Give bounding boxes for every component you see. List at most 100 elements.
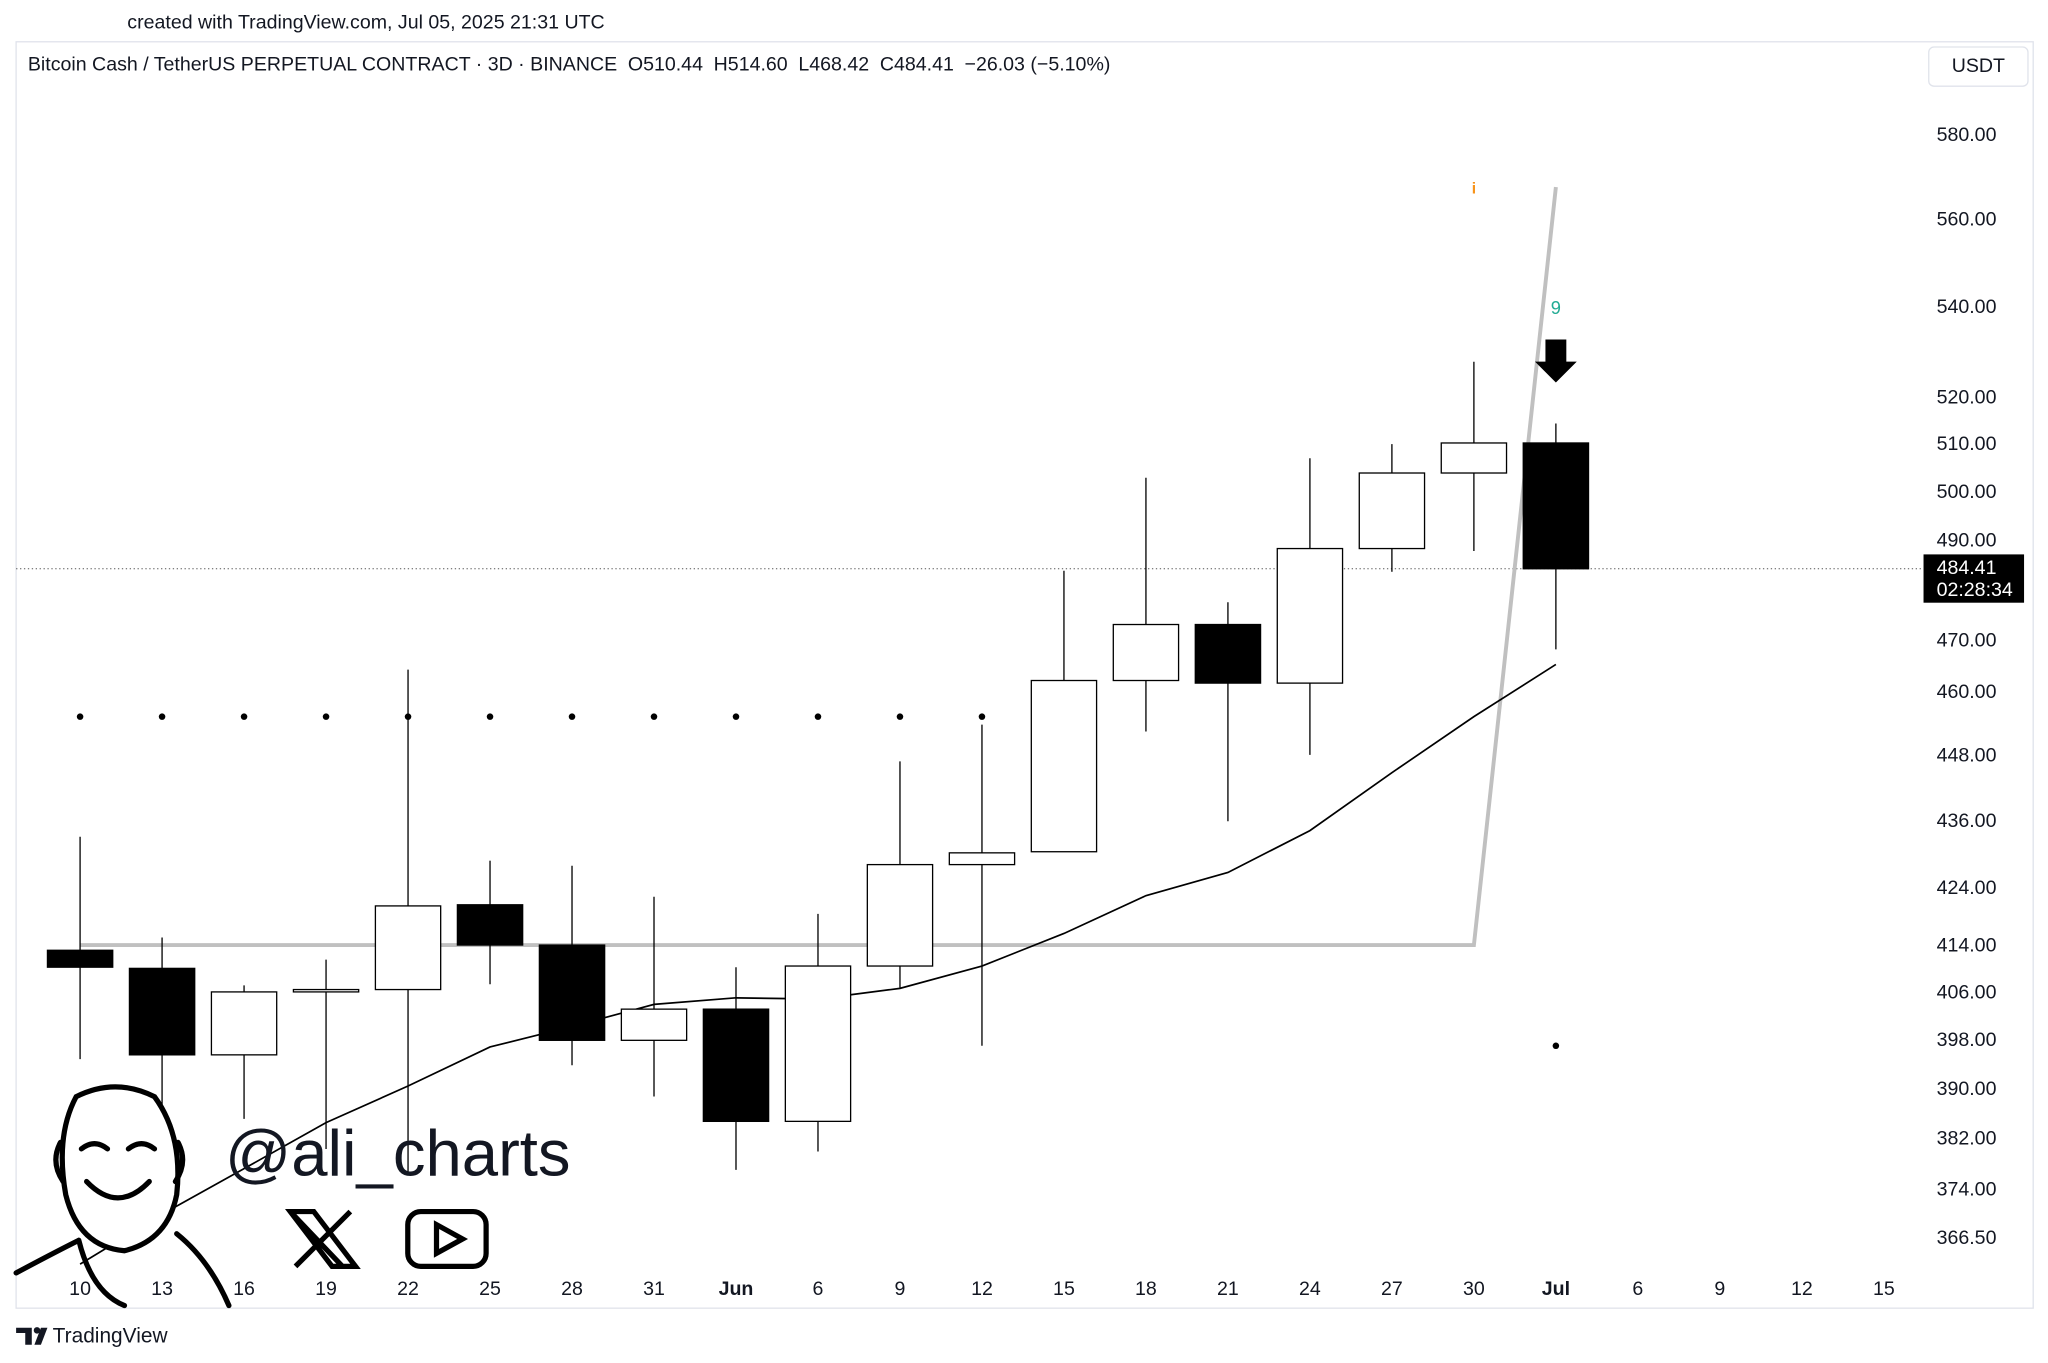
y-tick-label: 460.00 [1937, 681, 1997, 703]
ohlc-change: −26.03 (−5.10%) [965, 53, 1111, 75]
y-tick-label: 414.00 [1937, 934, 1997, 956]
ohlc-close: C484.41 [880, 53, 954, 75]
stop-dot [1552, 1042, 1560, 1050]
y-tick-label: 560.00 [1937, 208, 1997, 230]
x-tick-label: 6 [813, 1278, 824, 1300]
stop-dot [650, 713, 658, 720]
attribution: created with TradingView.com, Jul 05, 20… [127, 12, 604, 34]
ohlc-low: L468.42 [798, 53, 869, 75]
y-tick-label: 382.00 [1937, 1128, 1997, 1150]
y-tick-label: 448.00 [1937, 745, 1997, 767]
chart-frame [15, 41, 2034, 1309]
youtube-logo [405, 1208, 489, 1269]
candle-body [1440, 442, 1508, 474]
y-tick-label: 436.00 [1937, 810, 1997, 832]
ohlc-high: H514.60 [714, 53, 788, 75]
brand: TradingView [53, 1324, 169, 1347]
x-tick-label: 19 [315, 1278, 337, 1300]
y-tick-label: 398.00 [1937, 1029, 1997, 1051]
candle-body [292, 988, 360, 993]
x-tick-label: 25 [479, 1278, 501, 1300]
price-tag [1923, 554, 2025, 603]
countdown: 02:28:34 [1937, 579, 2013, 601]
x-tick-label: Jun [719, 1278, 754, 1300]
y-tick-label: 406.00 [1937, 981, 1997, 1003]
y-tick-label: 520.00 [1937, 387, 1997, 409]
x-tick-label: 16 [233, 1278, 255, 1300]
x-tick-label: Jul [1542, 1278, 1570, 1300]
x-tick-label: 15 [1053, 1278, 1075, 1300]
signal-label: 9 [1551, 297, 1561, 318]
candle-body [620, 1008, 688, 1041]
symbol-header: Bitcoin Cash / TetherUS PERPETUAL CONTRA… [28, 53, 1111, 75]
x-tick-label: 10 [69, 1278, 91, 1300]
y-tick-label: 470.00 [1937, 630, 1997, 652]
candle-body [538, 944, 606, 1041]
y-tick-label: 390.00 [1937, 1078, 1997, 1100]
stop-dot [978, 713, 986, 720]
candle-body [1194, 623, 1262, 684]
candle-body [46, 949, 114, 968]
stop-dot [896, 713, 904, 720]
x-tick-label: 22 [397, 1278, 419, 1300]
stop-dot [322, 713, 330, 720]
watermark-face [13, 1084, 232, 1309]
candle-body [128, 967, 196, 1056]
x-tick-label: 30 [1463, 1278, 1485, 1300]
y-tick-label: 580.00 [1937, 124, 1997, 146]
candle-body [866, 863, 934, 967]
stop-dot [404, 713, 412, 720]
candle-body [948, 852, 1016, 866]
y-tick-label: 510.00 [1937, 433, 1997, 455]
currency[interactable]: USDT [1952, 55, 2005, 77]
watermark: @ali_charts [225, 1116, 571, 1189]
signal-arrow [1534, 339, 1577, 383]
candle-body [1276, 547, 1344, 684]
stop-dot [76, 713, 84, 720]
x-tick-label: 13 [151, 1278, 173, 1300]
x-tick-label: 24 [1299, 1278, 1321, 1300]
x-tick-label: 9 [895, 1278, 906, 1300]
y-tick-label: 490.00 [1937, 529, 1997, 551]
info-mark: i [1472, 180, 1476, 197]
candle-body [1358, 472, 1426, 550]
stop-dot [814, 713, 822, 720]
candle-body [1522, 442, 1590, 570]
ohlc-open: O510.44 [628, 53, 703, 75]
y-tick-label: 540.00 [1937, 296, 1997, 318]
candle-body [374, 905, 442, 991]
stop-dot [486, 713, 494, 720]
candle-body [1112, 623, 1180, 682]
y-tick-label: 500.00 [1937, 481, 1997, 503]
plot-area: 366.50 374.00 382.00 390.00 398.00 406.00 414.… [16, 124, 2025, 1300]
x-tick-label: 9 [1714, 1278, 1725, 1300]
x-tick-label: 12 [971, 1278, 993, 1300]
x-tick-label: 21 [1217, 1278, 1239, 1300]
stop-dot [240, 713, 248, 720]
candle-body [702, 1008, 770, 1123]
x-logo [285, 1208, 361, 1269]
candle-body [210, 991, 278, 1056]
candle-body [784, 965, 852, 1123]
stop-dot [158, 713, 166, 720]
x-tick-label: 31 [643, 1278, 665, 1300]
x-tick-label: 28 [561, 1278, 583, 1300]
price-tag-label: 484.41 [1937, 557, 1997, 579]
candle-body [1030, 679, 1098, 853]
y-tick-label: 374.00 [1937, 1179, 1997, 1201]
x-tick-label: 6 [1632, 1278, 1643, 1300]
x-tick-label: 15 [1873, 1278, 1895, 1300]
y-tick-label: 366.50 [1937, 1227, 1997, 1249]
x-tick-label: 12 [1791, 1278, 1813, 1300]
x-tick-label: 18 [1135, 1278, 1157, 1300]
stop-dot [568, 713, 576, 720]
x-tick-label: 27 [1381, 1278, 1403, 1300]
currency-button[interactable] [1928, 46, 2029, 87]
candle-body [456, 904, 524, 946]
y-tick-label: 424.00 [1937, 877, 1997, 899]
stop-dot [732, 713, 740, 720]
symbol: Bitcoin Cash / TetherUS PERPETUAL CONTRA… [28, 53, 617, 75]
